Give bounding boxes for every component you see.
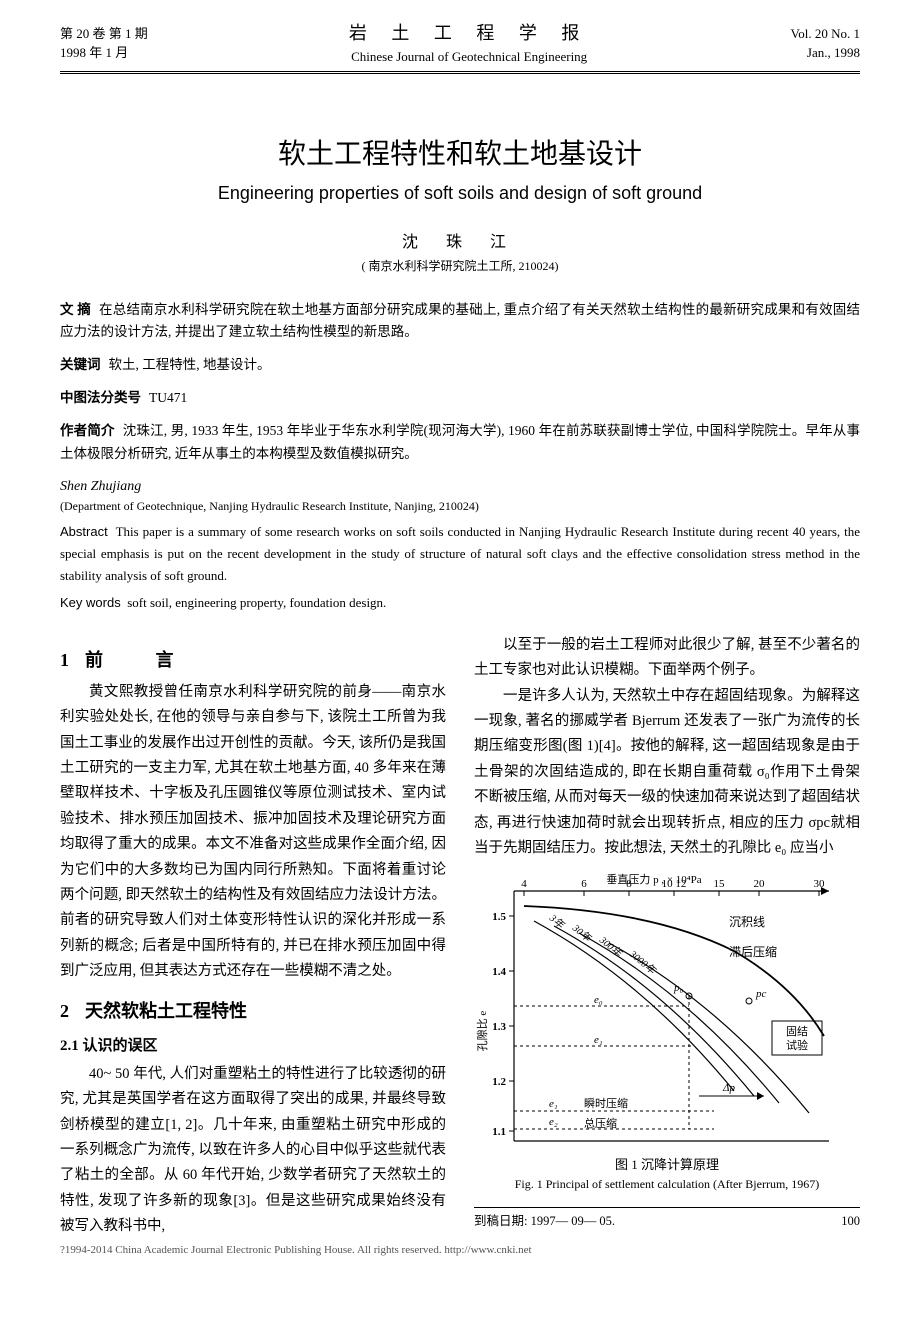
keywords-en-text: soft soil, engineering property, foundat…: [127, 595, 386, 610]
abstract-cn-text: 在总结南京水利科学研究院在软土地基方面部分研究成果的基础上, 重点介绍了有关天然…: [60, 302, 860, 340]
abstract-en: Abstract This paper is a summary of some…: [60, 521, 860, 587]
svg-text:e₀: e₀: [594, 994, 603, 1006]
affil-cn: ( 南京水利科学研究院土工所, 210024): [60, 257, 860, 275]
keywords-en: Key words soft soil, engineering propert…: [60, 593, 860, 613]
svg-text:固结: 固结: [786, 1025, 808, 1038]
header-left: 第 20 卷 第 1 期 1998 年 1 月: [60, 24, 148, 63]
svg-text:e₂: e₂: [549, 1116, 558, 1128]
figure-1-caption-cn: 图 1 沉降计算原理: [474, 1155, 860, 1175]
section-2-heading: 2 天然软粘土工程特性: [60, 998, 446, 1025]
header-center: 岩 土 工 程 学 报 Chinese Journal of Geotechni…: [148, 20, 791, 67]
affil-en: (Department of Geotechnique, Nanjing Hyd…: [60, 497, 860, 515]
vol-cn: 第 20 卷 第 1 期: [60, 24, 148, 44]
received-date: 到稿日期: 1997— 09— 05.: [474, 1212, 615, 1231]
svg-text:300年: 300年: [596, 934, 624, 961]
journal-header: 第 20 卷 第 1 期 1998 年 1 月 岩 土 工 程 学 报 Chin…: [60, 20, 860, 74]
figure-1-svg: 垂直压力 p , × 10⁴Pa 4 6 8 10 12 15 20 30 1.5 1.4 1.3 1…: [474, 871, 834, 1151]
title-en: Engineering properties of soft soils and…: [60, 180, 860, 207]
section-2-num: 2: [60, 1001, 69, 1021]
figure-1: 垂直压力 p , × 10⁴Pa 4 6 8 10 12 15 20 30 1.5 1.4 1.3 1…: [474, 871, 860, 1193]
body-columns: 1 前 言 黄文熙教授曾任南京水利科学研究院的前身——南京水利实验处处长, 在他的…: [60, 633, 860, 1240]
keywords-cn: 关键词软土, 工程特性, 地基设计。: [60, 354, 860, 377]
date-en: Jan., 1998: [791, 43, 860, 63]
section-1-title: 前 言: [85, 650, 198, 670]
svg-text:e₁: e₁: [549, 1098, 558, 1110]
svg-text:1.3: 1.3: [492, 1021, 506, 1033]
svg-text:15: 15: [714, 878, 726, 890]
svg-text:30年: 30年: [569, 922, 594, 945]
svg-text:瞬时压缩: 瞬时压缩: [584, 1097, 628, 1110]
abstract-cn: 文 摘在总结南京水利科学研究院在软土地基方面部分研究成果的基础上, 重点介绍了有…: [60, 299, 860, 345]
clc-label: 中图法分类号: [60, 390, 141, 405]
svg-text:3年: 3年: [546, 912, 567, 932]
keywords-cn-text: 软土, 工程特性, 地基设计。: [109, 357, 271, 372]
vol-en: Vol. 20 No. 1: [791, 24, 860, 44]
section-2-1-heading: 2.1 认识的误区: [60, 1035, 446, 1058]
para-1: 黄文熙教授曾任南京水利科学研究院的前身——南京水利实验处处长, 在他的领导与亲自…: [60, 680, 446, 985]
para-2: 40~ 50 年代, 人们对重塑粘土的特性进行了比较透彻的研究, 尤其是英国学者…: [60, 1062, 446, 1240]
abstract-en-label: Abstract: [60, 524, 108, 539]
svg-text:孔隙比 e: 孔隙比 e: [475, 1011, 489, 1052]
svg-text:4: 4: [521, 878, 527, 890]
journal-en: Chinese Journal of Geotechnical Engineer…: [148, 47, 791, 67]
keywords-cn-label: 关键词: [60, 357, 101, 372]
bio-text: 沈珠江, 男, 1933 年生, 1953 年毕业于华东水利学院(现河海大学),…: [60, 423, 860, 461]
svg-text:p₀: p₀: [673, 982, 684, 994]
para-3: 以至于一般的岩土工程师对此很少了解, 甚至不少著名的土工专家也对此认识模糊。下面…: [474, 633, 860, 684]
svg-text:e₁: e₁: [594, 1034, 603, 1046]
abstract-cn-label: 文 摘: [60, 302, 91, 317]
title-cn: 软土工程特性和软土地基设计: [60, 134, 860, 176]
author-bio: 作者简介沈珠江, 男, 1933 年生, 1953 年毕业于华东水利学院(现河海…: [60, 420, 860, 466]
svg-text:1.2: 1.2: [492, 1076, 506, 1088]
svg-text:沉积线: 沉积线: [729, 915, 765, 929]
section-1-heading: 1 前 言: [60, 647, 446, 674]
page-footer: 到稿日期: 1997— 09— 05. 100: [474, 1207, 860, 1231]
journal-cn: 岩 土 工 程 学 报: [148, 20, 791, 47]
figure-1-caption-en: Fig. 1 Principal of settlement calculati…: [474, 1175, 860, 1193]
clc: 中图法分类号 TU471: [60, 387, 860, 410]
svg-text:30: 30: [814, 878, 826, 890]
section-2-title: 天然软粘土工程特性: [85, 1001, 247, 1021]
svg-text:垂直压力 p , × 10⁴Pa: 垂直压力 p , × 10⁴Pa: [606, 872, 701, 886]
svg-text:8: 8: [626, 878, 632, 890]
svg-text:6: 6: [581, 878, 587, 890]
page-number: 100: [841, 1212, 860, 1231]
author-cn: 沈 珠 江: [60, 231, 860, 255]
svg-text:滞后压缩: 滞后压缩: [729, 944, 777, 959]
section-1-num: 1: [60, 650, 69, 670]
header-right: Vol. 20 No. 1 Jan., 1998: [791, 24, 860, 63]
svg-text:1.5: 1.5: [492, 911, 506, 923]
author-en: Shen Zhujiang: [60, 476, 860, 497]
para-4: 一是许多人认为, 天然软土中存在超固结现象。为解释这一现象, 著名的挪威学者 B…: [474, 684, 860, 862]
keywords-en-label: Key words: [60, 595, 121, 610]
svg-text:20: 20: [754, 878, 766, 890]
clc-text: TU471: [149, 390, 187, 405]
svg-text:1.4: 1.4: [492, 966, 506, 978]
svg-text:10 12: 10 12: [662, 878, 687, 890]
svg-text:Δp: Δp: [722, 1082, 735, 1094]
date-cn: 1998 年 1 月: [60, 43, 148, 63]
abstract-en-text: This paper is a summary of some research…: [60, 524, 860, 583]
svg-text:总压缩: 总压缩: [584, 1116, 617, 1130]
svg-text:1.1: 1.1: [492, 1126, 506, 1138]
bio-label: 作者简介: [60, 423, 115, 438]
watermark: ?1994-2014 China Academic Journal Electr…: [60, 1242, 860, 1259]
svg-text:pc: pc: [755, 988, 767, 1000]
svg-text:试验: 试验: [786, 1038, 808, 1052]
